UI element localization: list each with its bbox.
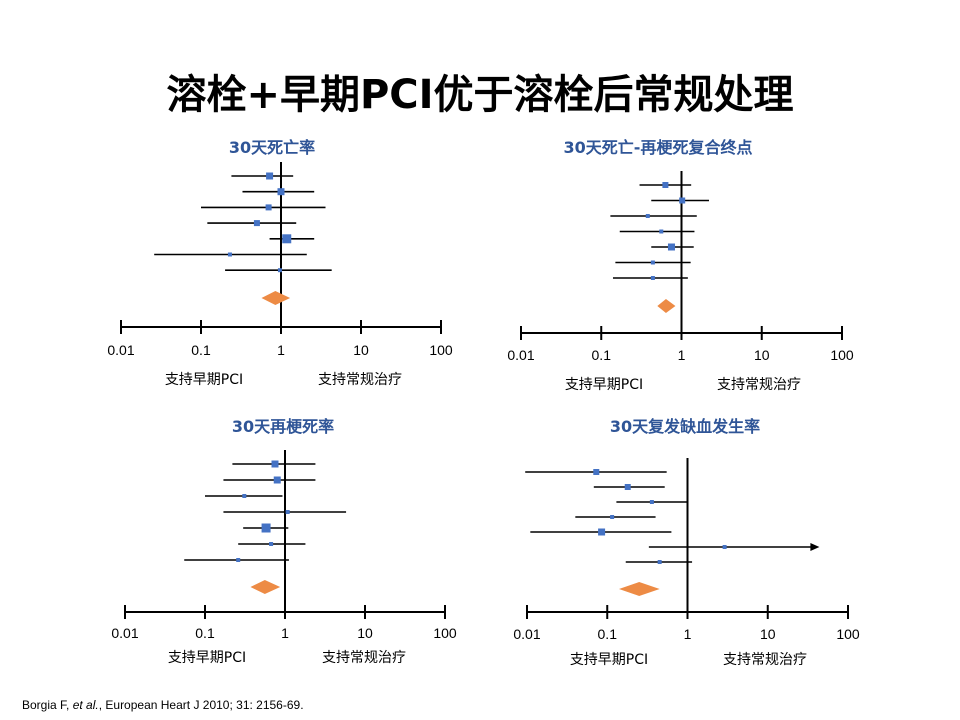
x-tick-label: 0.01 [107,342,134,358]
citation-authors: Borgia F, [22,698,73,712]
study-marker [662,182,669,188]
x-tick-label: 10 [357,625,373,641]
favors-conventional-label: 支持常规治疗 [322,650,406,666]
citation-etal: et al. [72,698,99,712]
x-tick-label: 0.1 [191,342,211,358]
favors-conventional-label: 支持常规治疗 [723,652,807,668]
ci-arrow [810,543,820,551]
study-marker [271,460,279,468]
study-marker [253,220,260,227]
pooled-diamond [250,580,281,594]
pooled-diamond [261,291,291,305]
favors-early-pci-label: 支持早期PCI [165,372,243,388]
study-marker [624,484,631,490]
favors-early-pci-label: 支持早期PCI [565,377,643,393]
x-tick-label: 0.1 [598,626,618,642]
favors-conventional-label: 支持常规治疗 [318,372,402,388]
x-tick-label: 10 [754,347,770,363]
x-tick-label: 0.01 [111,625,138,641]
study-marker [679,197,686,204]
favors-early-pci-label: 支持早期PCI [168,650,246,666]
citation-rest: , European Heart J 2010; 31: 2156-69. [98,698,304,712]
study-marker [277,268,282,273]
panel-title: 30天死亡率 [228,138,316,157]
x-tick-label: 100 [433,625,457,641]
slide-title: 溶栓+早期PCI优于溶栓后常规处理 [166,72,794,118]
study-marker [277,188,285,196]
study-marker [242,494,247,498]
study-marker [227,252,232,257]
x-tick-label: 100 [429,342,453,358]
x-tick-label: 1 [684,626,692,642]
x-tick-label: 0.1 [592,347,612,363]
x-tick-label: 100 [830,347,854,363]
favors-early-pci-label: 支持早期PCI [570,652,648,668]
pooled-diamond [657,299,676,313]
study-marker [650,276,655,280]
study-marker [273,476,281,484]
x-tick-label: 0.01 [513,626,540,642]
x-tick-label: 100 [836,626,860,642]
study-marker [659,229,664,234]
pooled-diamond [618,582,660,596]
x-tick-label: 1 [277,342,285,358]
panel-title: 30天再梗死率 [231,417,335,436]
study-marker [285,510,290,514]
study-marker [593,469,600,475]
study-marker [667,243,675,251]
x-tick-label: 1 [678,347,686,363]
x-tick-label: 10 [353,342,369,358]
citation: Borgia F, et al., European Heart J 2010;… [22,698,304,712]
x-tick-label: 0.01 [507,347,534,363]
panel-title: 30天复发缺血发生率 [609,417,761,436]
panel-title: 30天死亡-再梗死复合终点 [563,138,753,157]
study-marker [649,500,654,504]
study-marker [261,523,271,533]
x-tick-label: 0.1 [195,625,215,641]
favors-conventional-label: 支持常规治疗 [717,377,801,393]
study-marker [282,234,292,244]
study-marker [650,260,655,265]
study-marker [236,558,241,562]
study-marker [598,528,606,536]
study-marker [265,204,272,211]
study-marker [610,515,615,519]
study-marker [269,542,274,546]
study-marker [645,214,650,218]
study-marker [722,545,727,549]
study-marker [266,172,274,180]
x-tick-label: 10 [760,626,776,642]
x-tick-label: 1 [281,625,289,641]
study-marker [657,560,662,564]
